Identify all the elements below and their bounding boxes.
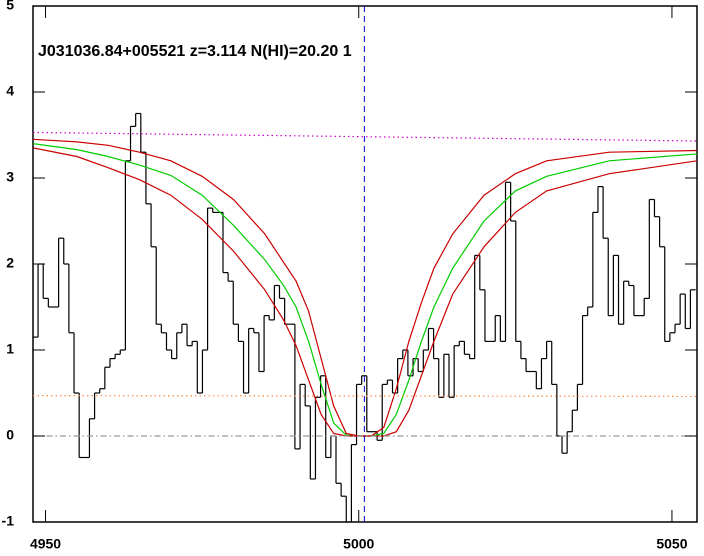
model-curve <box>33 131 697 142</box>
x-tick-label: 5000 <box>343 536 374 552</box>
model-curve <box>33 143 697 437</box>
plot-frame <box>32 5 698 523</box>
plot-area <box>33 6 697 522</box>
y-tick-label: 2 <box>6 255 14 271</box>
y-tick-label: 5 <box>6 0 14 13</box>
y-tick-label: 1 <box>6 341 14 357</box>
step-risers <box>37 113 692 522</box>
model-curve <box>33 394 697 398</box>
x-tick-label: 4950 <box>30 536 61 552</box>
y-tick-label: 0 <box>6 427 14 443</box>
y-tick-label: -1 <box>2 513 15 529</box>
model-curve <box>33 138 697 437</box>
y-tick-label: 4 <box>6 83 14 99</box>
y-tick-label: 3 <box>6 169 14 185</box>
x-tick-label: 5050 <box>656 536 687 552</box>
chart-title: J031036.84+005521 z=3.114 N(HI)=20.20 1 <box>38 43 352 60</box>
